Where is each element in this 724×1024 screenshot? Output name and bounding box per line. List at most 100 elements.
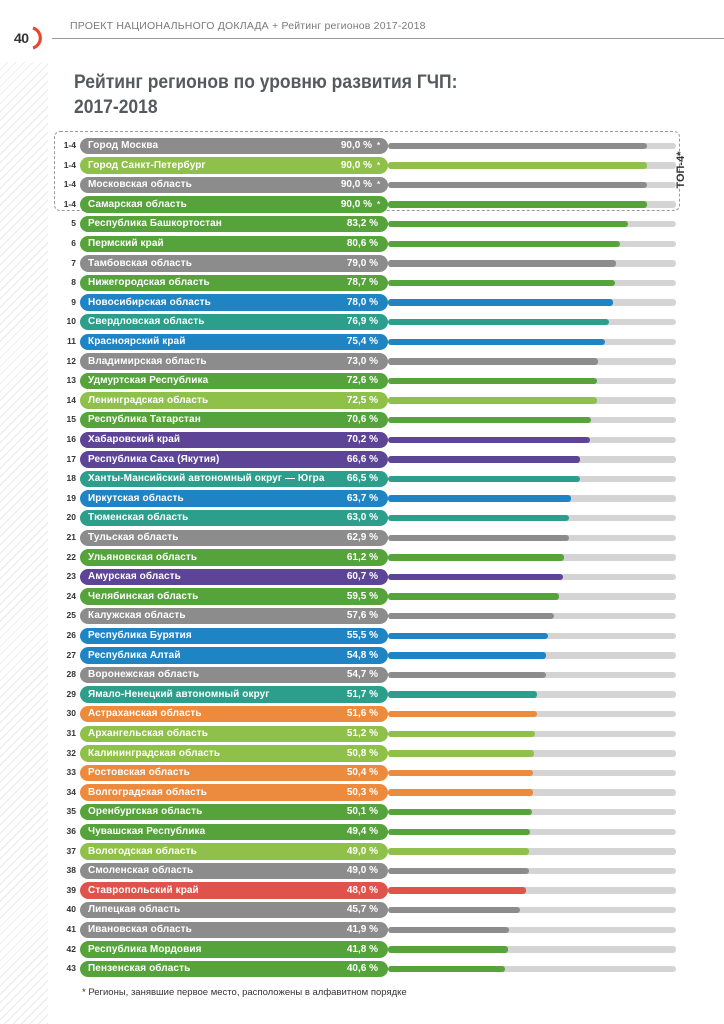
chart-row: 21 Тульская область 62,9 % xyxy=(0,528,724,548)
rank-label: 35 xyxy=(66,806,76,817)
region-name: Город Москва xyxy=(88,140,159,151)
region-name: Республика Бурятия xyxy=(88,630,192,641)
page-number-arc xyxy=(32,26,42,50)
bar-fill xyxy=(388,926,509,933)
chart-row: 38 Смоленская область 49,0 % xyxy=(0,861,724,881)
rank-label: 9 xyxy=(71,296,76,307)
chart-row: 1-4 Город Москва 90,0 % * xyxy=(0,136,724,156)
region-name: Ростовская область xyxy=(88,767,190,779)
bar-fill xyxy=(388,573,563,581)
rank-label: 33 xyxy=(66,767,76,778)
rank-label: 39 xyxy=(66,884,76,895)
value-label: 49,0 % xyxy=(346,865,378,877)
bar-fill xyxy=(388,534,570,541)
value-label: 66,5 % xyxy=(346,473,378,485)
chart-row: 6 Пермский край 80,6 % xyxy=(0,234,724,254)
bar-fill xyxy=(388,495,572,502)
rank-label: 1-4 xyxy=(63,179,76,190)
bar-fill xyxy=(388,671,546,679)
rank-label: 26 xyxy=(66,630,76,640)
region-pill xyxy=(80,451,388,468)
region-pill xyxy=(80,411,388,429)
rank-label: 43 xyxy=(66,963,76,974)
rank-label: 23 xyxy=(66,571,76,582)
rank-label: 31 xyxy=(66,728,76,738)
region-name: Иркутская область xyxy=(88,492,184,504)
region-name: Воронежская область xyxy=(88,669,200,681)
value-label: 50,8 % xyxy=(346,747,378,759)
region-pill xyxy=(80,725,388,742)
value-label: 90,0 % xyxy=(340,179,372,191)
value-label: 51,6 % xyxy=(346,708,378,720)
rank-label: 5 xyxy=(71,218,76,229)
region-pill xyxy=(80,529,388,546)
region-name: Волгоградская область xyxy=(88,786,208,798)
asterisk-mark: * xyxy=(377,180,381,190)
value-label: 78,7 % xyxy=(346,277,378,289)
region-name: Пермский край xyxy=(88,238,164,249)
chart-title-line-1: Рейтинг регионов по уровню развития ГЧП: xyxy=(74,72,458,93)
chart-row: 24 Челябинская область 59,5 % xyxy=(0,587,724,607)
chart-row: 9 Новосибирская область 78,0 % xyxy=(0,293,724,313)
value-label: 41,9 % xyxy=(346,924,378,935)
bar-fill xyxy=(388,632,548,639)
rank-label: 19 xyxy=(66,492,76,503)
bar-track xyxy=(388,867,676,875)
region-name: Архангельская область xyxy=(88,728,208,739)
value-label: 90,0 % xyxy=(340,198,372,210)
bar-track xyxy=(388,828,676,835)
region-name: Удмуртская Республика xyxy=(88,375,209,387)
region-pill xyxy=(80,627,388,644)
region-pill xyxy=(80,196,388,213)
region-name: Владимирская область xyxy=(88,355,207,367)
page-number-badge-icon xyxy=(32,26,42,50)
rank-label: 24 xyxy=(66,590,76,601)
bar-track xyxy=(388,926,676,933)
region-name: Пензенская область xyxy=(88,963,191,975)
rank-label: 41 xyxy=(66,924,76,934)
region-pill xyxy=(80,882,388,899)
region-pill xyxy=(80,705,388,723)
value-label: 51,7 % xyxy=(346,688,378,700)
header-rule xyxy=(52,38,724,39)
region-name: Вологодская область xyxy=(88,845,197,857)
region-pill xyxy=(80,333,388,350)
value-label: 49,0 % xyxy=(346,845,378,857)
rank-label: 38 xyxy=(66,865,76,876)
chart-row: 19 Иркутская область 63,7 % xyxy=(0,489,724,509)
bar-fill xyxy=(388,828,531,835)
value-label: 76,9 % xyxy=(346,316,378,328)
rank-label: 21 xyxy=(66,532,76,542)
rank-label: 25 xyxy=(66,610,76,621)
value-label: 78,0 % xyxy=(346,296,378,308)
region-pill xyxy=(80,353,388,370)
bar-fill xyxy=(388,906,520,914)
region-pill xyxy=(80,274,388,292)
rank-label: 10 xyxy=(66,316,76,327)
bar-track xyxy=(388,906,676,914)
region-pill xyxy=(80,549,388,566)
rank-label: 30 xyxy=(66,708,76,719)
value-label: 70,6 % xyxy=(346,414,378,426)
rank-label: 1-4 xyxy=(63,159,76,170)
region-pill xyxy=(80,921,388,938)
bar-fill xyxy=(388,710,537,718)
region-name: Амурская область xyxy=(88,571,181,583)
value-label: 50,1 % xyxy=(346,806,378,818)
region-pill xyxy=(80,235,388,252)
bar-fill xyxy=(388,652,546,659)
chart-row: 1-4 Самарская область 90,0 % * xyxy=(0,195,724,215)
bar-fill xyxy=(388,554,565,561)
bar-fill xyxy=(388,416,592,424)
region-name: Свердловская область xyxy=(88,316,205,328)
bar-fill xyxy=(388,318,610,326)
region-pill xyxy=(80,509,388,527)
rank-label: 7 xyxy=(71,257,76,268)
region-pill xyxy=(80,157,388,174)
value-label: 41,8 % xyxy=(346,943,378,955)
bar-fill xyxy=(388,475,580,483)
region-pill xyxy=(80,862,388,880)
asterisk-mark: * xyxy=(377,199,381,209)
rank-label: 40 xyxy=(66,904,76,915)
region-name: Ленинградская область xyxy=(88,394,209,406)
